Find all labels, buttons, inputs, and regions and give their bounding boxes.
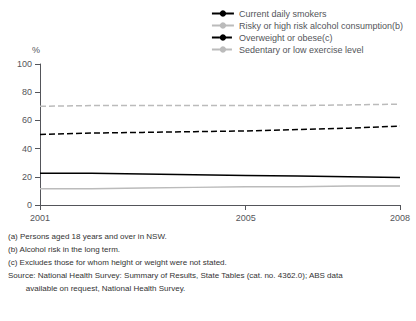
svg-text:Source: National Health Survey: Source: National Health Survey: Summary … xyxy=(8,271,343,280)
svg-text:Current daily smokers: Current daily smokers xyxy=(239,9,327,19)
svg-text:80: 80 xyxy=(22,87,32,97)
svg-text:2008: 2008 xyxy=(390,213,410,223)
svg-text:Overweight or obese(c): Overweight or obese(c) xyxy=(239,33,333,43)
svg-text:(b) Alcohol risk in the long t: (b) Alcohol risk in the long term. xyxy=(8,245,120,254)
svg-text:(c) Excludes those for whom he: (c) Excludes those for whom height or we… xyxy=(8,258,227,267)
svg-text:20: 20 xyxy=(22,172,32,182)
svg-text:available on request, National: available on request, National Health Su… xyxy=(8,284,185,293)
svg-text:%: % xyxy=(32,45,40,55)
svg-text:100: 100 xyxy=(17,59,32,69)
svg-text:40: 40 xyxy=(22,144,32,154)
svg-text:2005: 2005 xyxy=(236,213,256,223)
svg-text:60: 60 xyxy=(22,115,32,125)
svg-text:2001: 2001 xyxy=(30,213,50,223)
svg-text:Risky or high risk alcohol con: Risky or high risk alcohol consumption(b… xyxy=(239,21,403,31)
svg-text:Sedentary or low exercise leve: Sedentary or low exercise level xyxy=(239,45,364,55)
svg-text:(a) Persons aged 18 years and: (a) Persons aged 18 years and over in NS… xyxy=(8,232,167,241)
svg-text:0: 0 xyxy=(27,200,32,210)
